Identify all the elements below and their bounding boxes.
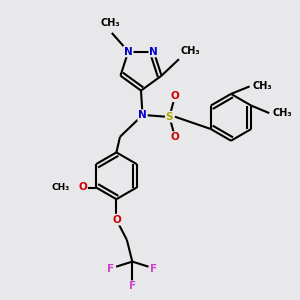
Text: F: F (150, 264, 158, 274)
Text: F: F (129, 281, 136, 291)
Text: CH₃: CH₃ (100, 17, 120, 28)
Text: O: O (170, 132, 179, 142)
Text: O: O (112, 214, 121, 225)
Text: O: O (170, 91, 179, 101)
Text: CH₃: CH₃ (52, 183, 70, 192)
Text: N: N (149, 46, 158, 56)
Text: F: F (107, 264, 114, 274)
Text: CH₃: CH₃ (180, 46, 200, 56)
Text: O: O (78, 182, 87, 193)
Text: CH₃: CH₃ (253, 81, 272, 92)
Text: N: N (138, 110, 147, 120)
Text: CH₃: CH₃ (272, 108, 292, 118)
Text: N: N (124, 46, 133, 56)
Text: S: S (166, 112, 173, 122)
